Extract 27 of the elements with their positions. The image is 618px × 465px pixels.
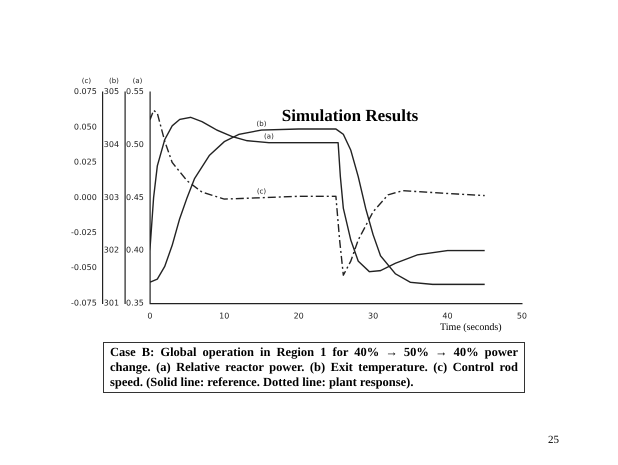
x-axis-title: Time (seconds) <box>440 322 502 333</box>
y2-tick-label: 305 <box>104 87 120 96</box>
y2-tick-label: 302 <box>104 246 120 255</box>
text: Case B: Global operation in Region 1 for 40% → 50% → 40% power change. (a) Relative reactor power. (b) Exit temperature. (c) Control rod speed. (Solid line: reference. Dotted line: plant response). <box>103 342 525 393</box>
y-tick-label: 0.50 <box>126 140 144 149</box>
x-tick-label: 0 <box>147 311 152 320</box>
x-tick-label: 20 <box>294 311 304 320</box>
y2-tick-label: 303 <box>104 192 120 202</box>
y3-tick-label: 0.000 <box>74 192 97 202</box>
y3-tick-label: 0.075 <box>74 87 97 96</box>
x-tick-label: 50 <box>516 311 528 320</box>
y-tick-label: 0.35 <box>126 298 144 308</box>
y-tick-label: 0.40 <box>126 246 144 255</box>
y3-tick-label: -0.050 <box>70 263 97 272</box>
x-tick-label: 30 <box>368 311 378 320</box>
text: Simulation Results <box>282 106 418 125</box>
x-tick-label: 10 <box>219 311 230 320</box>
y-tick-label: 0.45 <box>126 192 144 202</box>
text: 25 <box>548 434 559 446</box>
y-tick-label: 0.55 <box>126 87 144 96</box>
y3-tick-label: 0.050 <box>74 122 97 132</box>
y2-tick-label: 301 <box>104 298 120 308</box>
y3-tick-label: 0.025 <box>74 158 97 167</box>
y3-tick-label: -0.075 <box>70 298 97 308</box>
y3-tick-label: -0.025 <box>70 228 97 238</box>
y2-tick-label: 304 <box>104 140 120 149</box>
x-tick-label: 40 <box>442 311 453 320</box>
